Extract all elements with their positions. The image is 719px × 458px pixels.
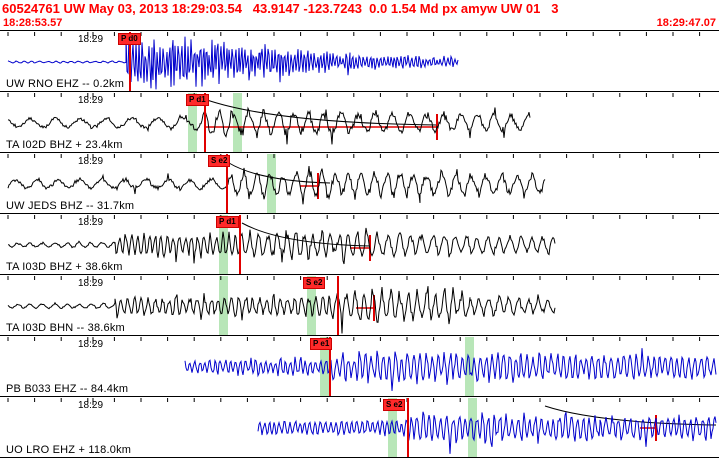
station-channel-label: UW RNO EHZ -- 0.2km (6, 78, 125, 90)
station-channel-label: PB B033 EHZ -- 84.4km (6, 383, 129, 395)
phase-pick-label[interactable]: P d1 (186, 94, 209, 106)
trace-minute-label: 18:29 (78, 95, 104, 106)
seismogram-waveform[interactable] (257, 411, 717, 454)
trace-minute-label: 18:29 (78, 34, 104, 45)
seismogram-waveform[interactable] (7, 34, 459, 90)
event-summary-header: 60524761 UW May 03, 2013 18:29:03.54 43.… (2, 1, 559, 16)
trace-panel[interactable]: 18:29 P e1 PB B033 EHZ -- 84.4km (0, 335, 719, 396)
trace-panel[interactable]: 18:29 P d1 TA I02D BHZ + 23.4km (0, 91, 719, 152)
window-start-time: 18:28:53.57 (3, 17, 63, 29)
trace-minute-label: 18:29 (78, 339, 104, 350)
seismogram-waveform[interactable] (7, 286, 556, 334)
highlight-band (267, 154, 276, 213)
decay-envelope-curve (544, 405, 717, 426)
decay-envelope-curve (228, 162, 331, 184)
station-channel-label: UO LRO EHZ + 118.0km (6, 444, 132, 456)
station-channel-label: TA I03D BHZ + 38.6km (6, 261, 123, 273)
seismogram-waveform[interactable] (7, 106, 531, 145)
station-channel-label: UW JEDS BHZ -- 31.7km (6, 200, 135, 212)
decay-envelope-curve (241, 222, 371, 247)
trace-minute-label: 18:29 (78, 156, 104, 167)
seismogram-waveform[interactable] (7, 166, 546, 205)
phase-pick-label[interactable]: S e2 (383, 399, 406, 411)
decay-envelope-curve (206, 99, 438, 126)
trace-panel[interactable]: 18:29 S e2 UO LRO EHZ + 118.0km (0, 396, 719, 457)
phase-pick-label[interactable]: P e1 (310, 338, 333, 350)
phase-pick-label[interactable]: S e2 (303, 277, 326, 289)
trace-panel[interactable]: 18:29 P d1 TA I03D BHZ + 38.6km (0, 213, 719, 274)
seismogram-waveform[interactable] (7, 227, 556, 265)
phase-pick-label[interactable]: P d0 (118, 33, 141, 45)
trace-minute-label: 18:29 (78, 278, 104, 289)
time-window-header: 18:28:53.57 18:29:47.07 (0, 17, 719, 30)
highlight-band (388, 398, 397, 457)
phase-pick-label[interactable]: P d1 (216, 216, 239, 228)
seismogram-waveform[interactable] (184, 348, 717, 391)
trace-minute-label: 18:29 (78, 217, 104, 228)
window-end-time: 18:29:47.07 (656, 17, 716, 29)
trace-panel[interactable]: 18:29 S e2 TA I03D BHN -- 38.6km (0, 274, 719, 335)
station-channel-label: TA I02D BHZ + 23.4km (6, 139, 123, 151)
trace-panel[interactable]: 18:29 S e2 UW JEDS BHZ -- 31.7km (0, 152, 719, 213)
phase-pick-label[interactable]: S e2 (208, 155, 231, 167)
trace-panel-list: 18:29 P d0 UW RNO EHZ -- 0.2km 18:29 P d1 TA … (0, 30, 719, 458)
trace-panel[interactable]: 18:29 P d0 UW RNO EHZ -- 0.2km (0, 30, 719, 91)
station-channel-label: TA I03D BHN -- 38.6km (6, 322, 125, 334)
highlight-band (188, 93, 197, 152)
highlight-band (219, 215, 228, 274)
trace-minute-label: 18:29 (78, 400, 104, 411)
highlight-band (307, 276, 316, 335)
